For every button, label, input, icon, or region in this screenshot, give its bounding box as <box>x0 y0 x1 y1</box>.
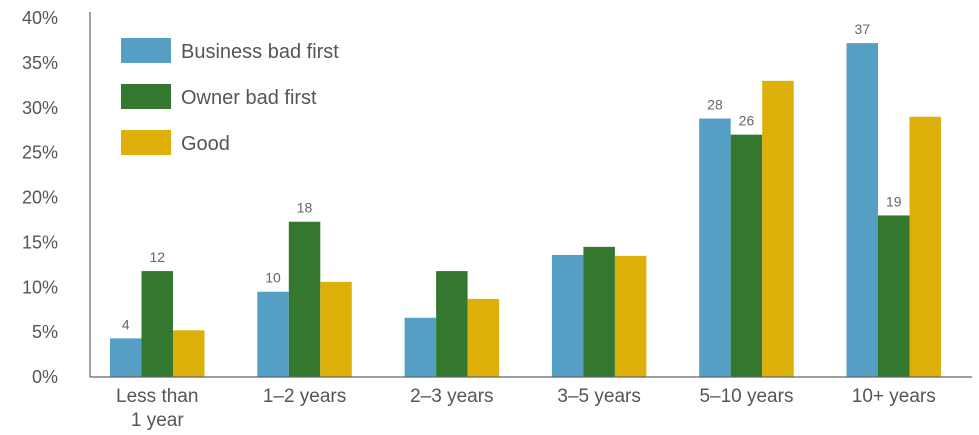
bar-business-bad-first <box>551 254 584 377</box>
bar-good <box>909 116 941 377</box>
data-label: 18 <box>297 200 313 216</box>
y-tick-label: 5% <box>32 322 58 342</box>
y-tick-label: 0% <box>32 367 58 387</box>
y-axis: 0% 5% 10% 15% 20% 25% 30% 35% 40% <box>22 8 91 387</box>
legend-label: Good <box>181 133 230 155</box>
legend-swatch <box>121 38 171 63</box>
y-tick-label: 35% <box>22 53 58 73</box>
data-label: 37 <box>854 21 870 37</box>
x-tick-label: 3–5 years <box>557 386 640 407</box>
data-label: 26 <box>739 113 755 129</box>
x-tick-label: 1 year <box>131 410 184 431</box>
x-tick-label: 10+ years <box>852 386 936 407</box>
bar-business-bad-first <box>846 43 878 377</box>
bar-good <box>467 298 500 377</box>
legend: Business bad first Owner bad first Good <box>121 38 339 155</box>
data-label: 10 <box>265 270 281 286</box>
y-tick-label: 30% <box>22 98 58 118</box>
data-label: 19 <box>886 193 902 209</box>
legend-swatch <box>121 130 171 155</box>
x-tick-label: 2–3 years <box>410 386 493 407</box>
bar-good <box>173 330 205 377</box>
legend-label: Business bad first <box>181 41 339 63</box>
data-label: 4 <box>122 316 130 332</box>
legend-label: Owner bad first <box>181 87 317 109</box>
data-labels: 4 12 10 18 28 26 37 19 <box>122 21 902 332</box>
bar-good <box>320 281 352 377</box>
y-tick-label: 20% <box>22 188 58 208</box>
bar-owner-bad-first <box>288 221 321 377</box>
y-tick-label: 15% <box>22 232 58 252</box>
bar-business-bad-first <box>110 338 142 377</box>
bar-owner-bad-first <box>583 246 615 377</box>
data-label: 12 <box>149 249 165 265</box>
x-tick-label: 5–10 years <box>699 386 793 407</box>
bar-owner-bad-first <box>878 215 910 377</box>
bars <box>110 43 941 378</box>
y-tick-label: 40% <box>22 8 58 28</box>
bar-owner-bad-first <box>141 271 173 377</box>
legend-swatch <box>121 84 171 109</box>
bar-good <box>762 80 794 377</box>
x-tick-label: Less than <box>116 386 198 407</box>
bar-good <box>614 255 647 377</box>
y-tick-label: 25% <box>22 143 58 163</box>
data-label: 28 <box>707 97 723 113</box>
bar-owner-bad-first <box>436 271 468 377</box>
bar-business-bad-first <box>257 291 289 377</box>
x-axis: Less than 1 year 1–2 years 2–3 years 3–5 yea… <box>90 376 972 431</box>
x-tick-label: 1–2 years <box>263 386 346 407</box>
bar-owner-bad-first <box>730 134 763 377</box>
bar-business-bad-first <box>404 317 437 377</box>
y-tick-label: 10% <box>22 277 58 297</box>
bar-business-bad-first <box>699 118 731 378</box>
